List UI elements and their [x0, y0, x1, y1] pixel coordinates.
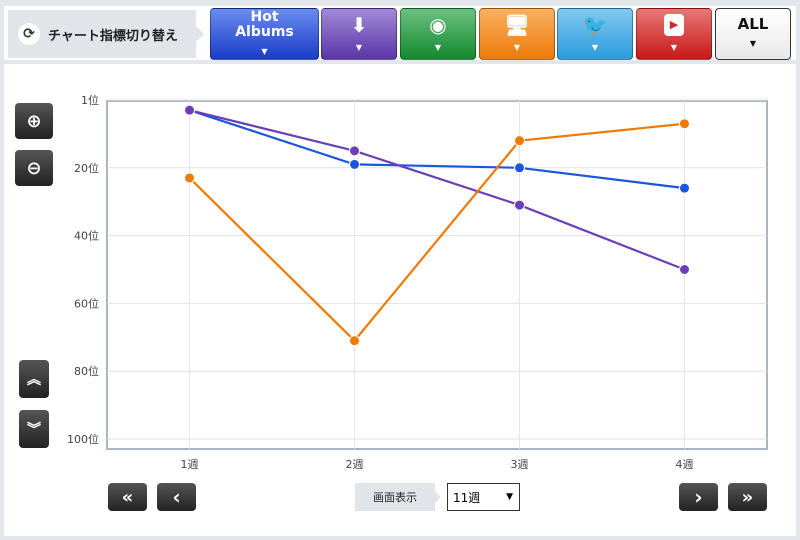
data-point [514, 135, 525, 147]
scroll-down-button[interactable]: ︾ [19, 410, 49, 448]
hot-albums-button[interactable]: Hot Albums ▼ [210, 8, 319, 60]
chevron-left-icon: ‹ [172, 485, 181, 509]
data-point [349, 158, 360, 170]
dropdown-arrow-icon: ▼ [355, 42, 363, 52]
dropdown-arrow-icon: ▼ [434, 42, 442, 52]
data-point [679, 182, 690, 194]
x-tick-label: 2週 [346, 458, 364, 471]
data-point [184, 104, 195, 116]
first-page-button[interactable]: « [108, 483, 147, 511]
data-point [184, 172, 195, 184]
y-tick-label: 1位 [81, 93, 99, 107]
double-chevron-right-icon: » [741, 486, 754, 508]
y-tick-label: 20位 [74, 161, 99, 175]
radio-button[interactable]: ◉ ▼ [400, 8, 476, 60]
chart-switch-label: ⟳ チャート指標切り替え [8, 10, 204, 58]
all-button[interactable]: ALL ▼ [715, 8, 791, 60]
x-tick-label: 1週 [181, 458, 199, 471]
dropdown-arrow-icon: ▼ [749, 39, 757, 48]
x-tick-label: 4週 [676, 458, 694, 471]
data-point [679, 264, 690, 275]
pc-cd-icon: 🖥 [504, 12, 530, 37]
chevron-right-icon: › [694, 485, 703, 509]
double-chevron-up-icon: ︽ [27, 372, 41, 388]
y-tick-label: 60位 [74, 296, 99, 310]
data-point [679, 118, 690, 130]
series-line-1 [189, 109, 685, 271]
y-tick-label: 40位 [74, 229, 99, 243]
data-point [514, 162, 525, 174]
data-point [349, 145, 360, 157]
dropdown-arrow-icon: ▼ [591, 42, 599, 52]
dropdown-arrow-icon: ▼ [513, 42, 521, 52]
dropdown-arrow-icon: ▼ [261, 46, 268, 56]
y-tick-label: 80位 [74, 364, 99, 378]
download-button[interactable]: ⬇ ▼ [321, 8, 397, 60]
twitter-button[interactable]: 🐦 ▼ [557, 8, 633, 60]
y-tick-label: 100位 [67, 432, 99, 446]
double-chevron-down-icon: ︾ [27, 422, 41, 438]
youtube-icon: ▶ [663, 13, 685, 36]
refresh-icon: ⟳ [18, 23, 40, 45]
download-cd-icon: ⬇ [350, 12, 368, 37]
last-page-button[interactable]: » [728, 483, 767, 511]
prev-page-button[interactable]: ‹ [157, 483, 196, 511]
switch-label-text: チャート指標切り替え [48, 28, 178, 44]
zoom-out-button[interactable]: ⊖ [15, 150, 53, 186]
next-page-button[interactable]: › [679, 483, 718, 511]
display-weeks-value: 11週 [453, 490, 481, 505]
data-point [514, 199, 525, 211]
zoom-out-icon: ⊖ [26, 157, 42, 179]
data-point [349, 335, 360, 347]
zoom-in-button[interactable]: ⊕ [15, 103, 53, 139]
double-chevron-left-icon: « [121, 486, 134, 508]
display-weeks-select[interactable]: 11週 ▼ [447, 483, 520, 511]
youtube-button[interactable]: ▶ ▼ [636, 8, 712, 60]
twitter-icon: 🐦 [582, 12, 608, 37]
series-line-2 [188, 122, 685, 343]
plot-area [106, 100, 768, 450]
zoom-in-icon: ⊕ [26, 110, 42, 132]
hot-albums-label: Hot Albums [235, 8, 294, 40]
chevron-down-icon: ▼ [506, 492, 513, 502]
scroll-up-button[interactable]: ︽ [19, 360, 49, 398]
pc-cd-button[interactable]: 🖥 ▼ [479, 8, 555, 60]
display-label: 画面表示 [355, 483, 441, 511]
x-tick-label: 3週 [511, 458, 529, 471]
radio-antenna-icon: ◉ [429, 12, 447, 37]
dropdown-arrow-icon: ▼ [670, 42, 678, 52]
all-label: ALL [737, 15, 769, 33]
series-line-0 [189, 109, 685, 190]
